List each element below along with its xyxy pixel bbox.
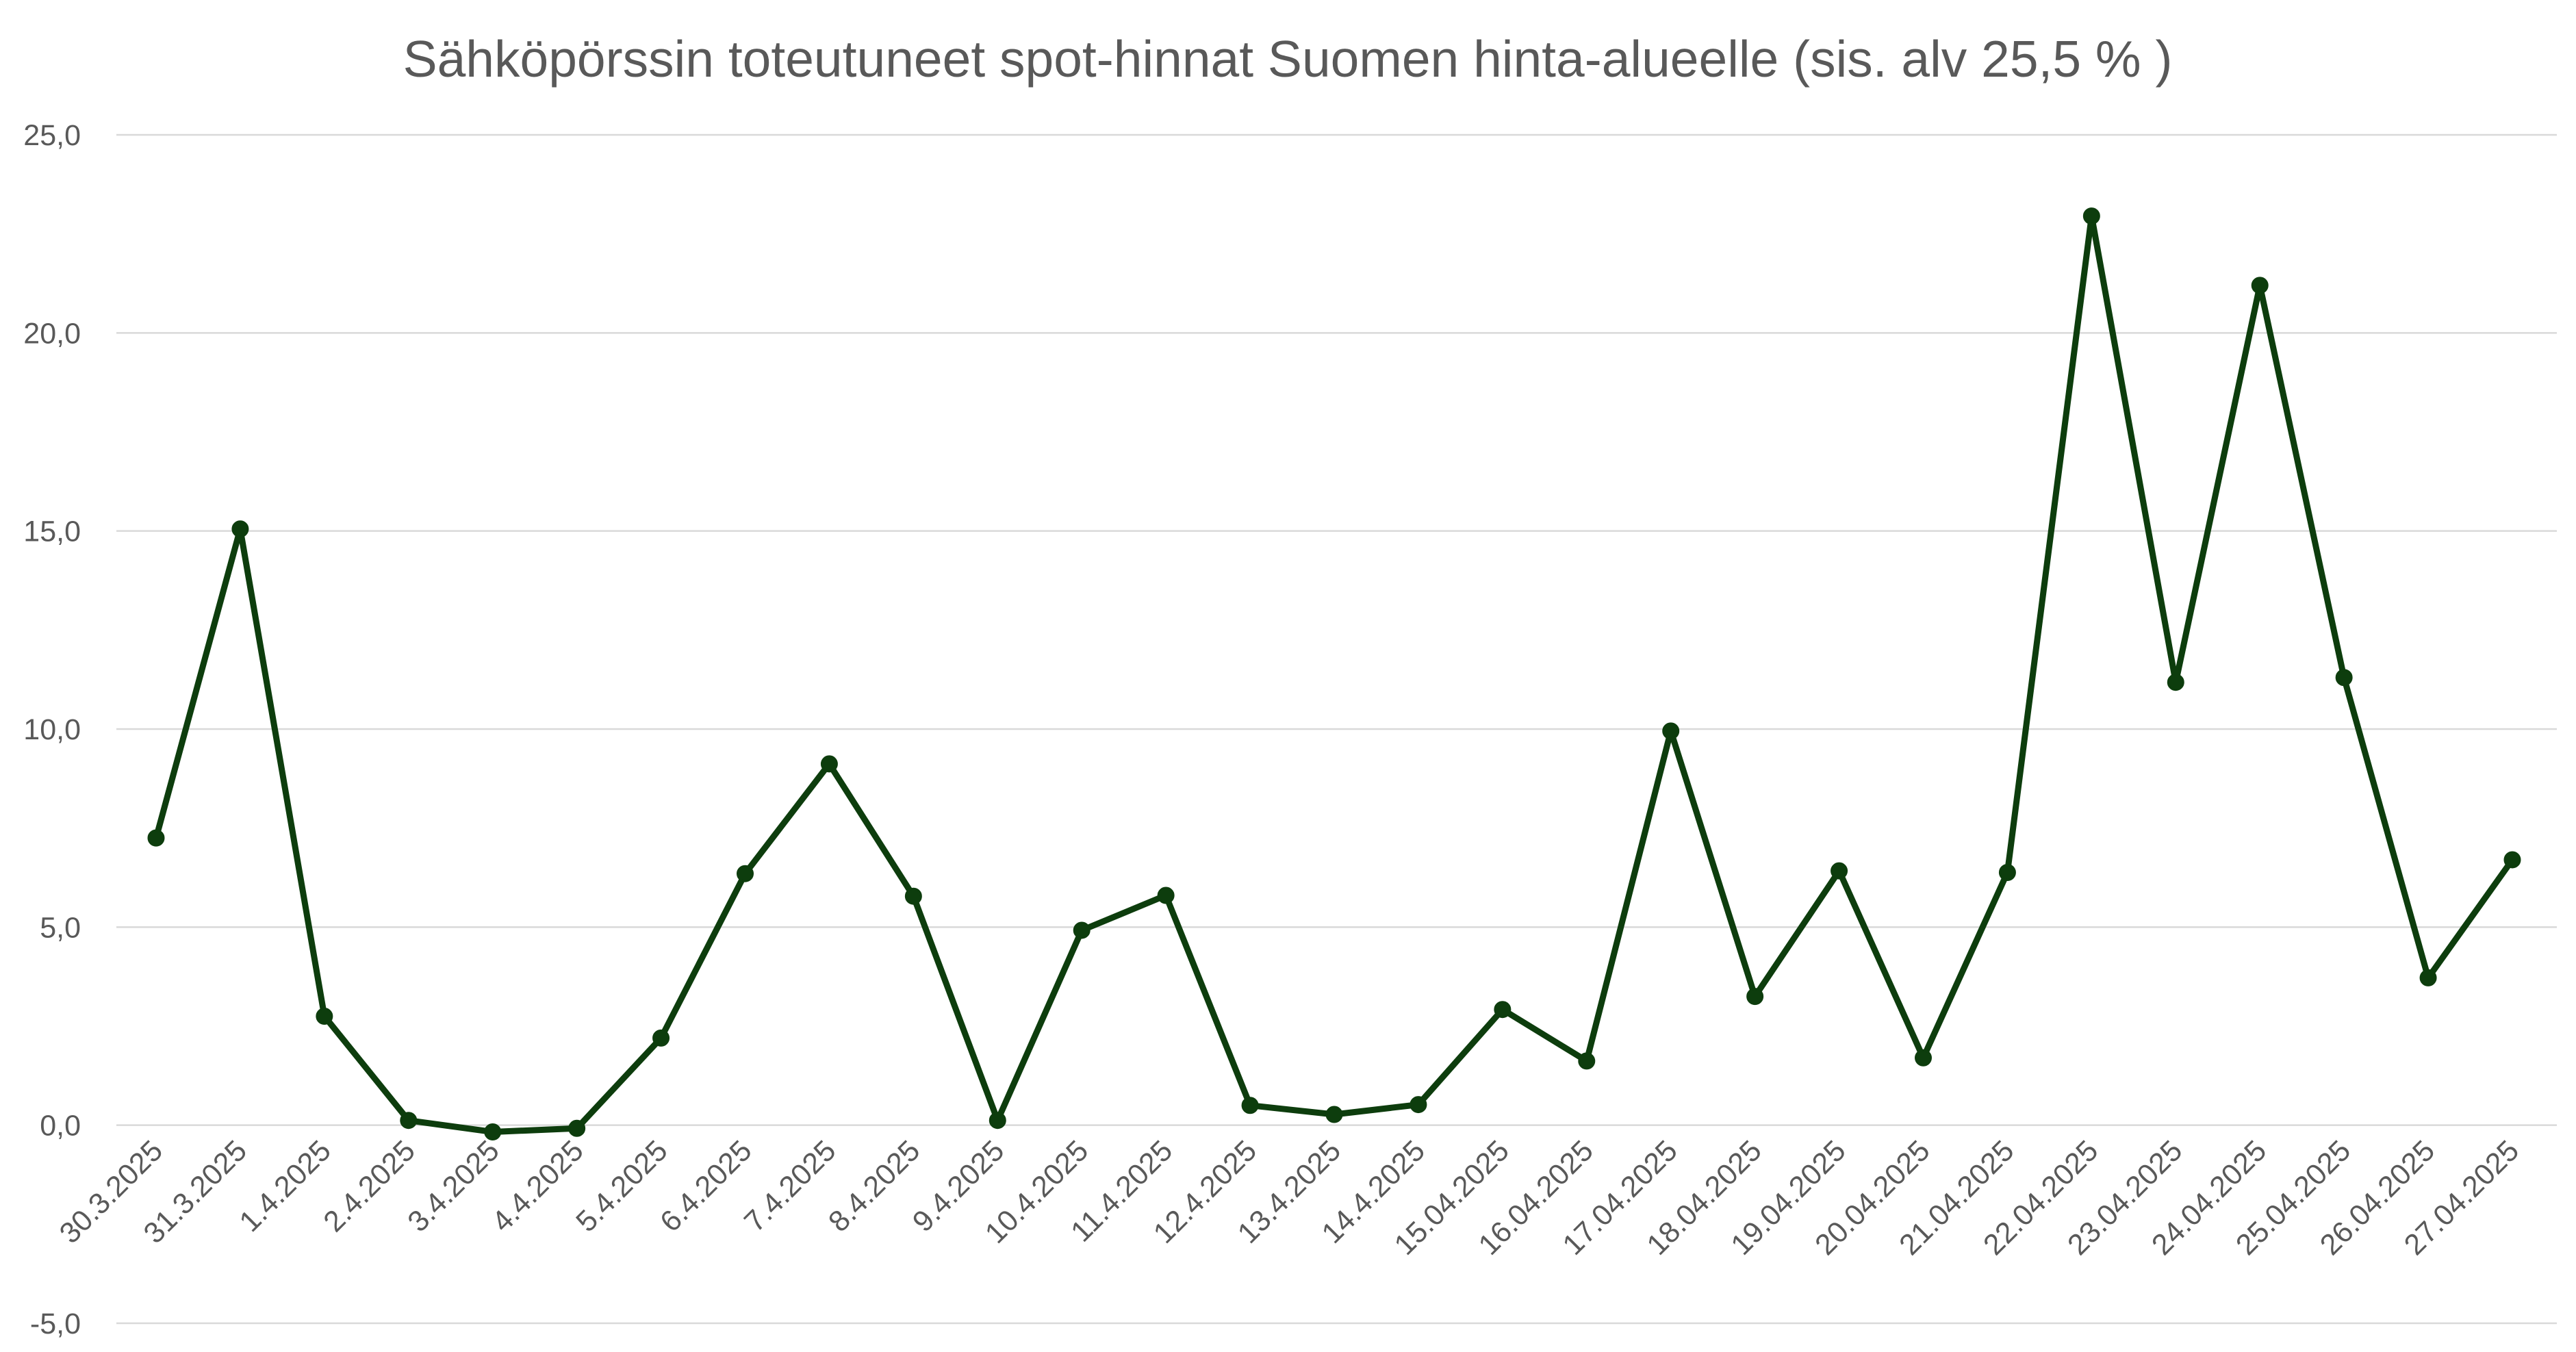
data-point	[1241, 1097, 1259, 1114]
data-point	[1494, 1001, 1512, 1019]
x-axis-tick-labels: 30.3.202531.3.20251.4.20252.4.20253.4.20…	[53, 1134, 2525, 1262]
chart-title: Sähköpörssin toteutuneet spot-hinnat Suo…	[403, 30, 2173, 88]
data-point	[568, 1119, 586, 1137]
data-points	[147, 207, 2521, 1141]
data-point	[1410, 1096, 1427, 1114]
x-tick-label: 2.4.2025	[318, 1134, 422, 1238]
data-point	[2167, 674, 2184, 691]
x-tick-label: 4.4.2025	[485, 1134, 589, 1238]
series-line	[153, 213, 2516, 1135]
x-tick-label: 3.4.2025	[401, 1134, 505, 1238]
y-tick-label: 20,0	[23, 317, 81, 350]
y-tick-label: 5,0	[40, 911, 81, 944]
data-point	[1578, 1052, 1596, 1070]
data-point	[1325, 1106, 1343, 1123]
data-point	[484, 1123, 502, 1141]
data-point	[1915, 1049, 1932, 1067]
data-point	[820, 755, 838, 773]
x-tick-label: 5.4.2025	[570, 1134, 674, 1238]
data-point	[1073, 921, 1091, 939]
data-point	[1157, 887, 1175, 904]
x-tick-label: 6.4.2025	[654, 1134, 758, 1238]
y-tick-label: 10,0	[23, 713, 81, 746]
data-point	[316, 1008, 333, 1025]
data-point	[1746, 988, 1764, 1006]
data-point	[400, 1112, 418, 1130]
x-tick-label: 8.4.2025	[822, 1134, 926, 1238]
y-tick-label: 0,0	[40, 1110, 81, 1143]
data-point	[904, 887, 922, 905]
data-point	[1662, 722, 1680, 740]
y-tick-label: -5,0	[30, 1308, 81, 1340]
data-point	[2082, 207, 2100, 225]
data-point	[1831, 862, 1848, 880]
data-point	[652, 1029, 670, 1047]
data-point	[2503, 851, 2521, 869]
y-tick-label: 15,0	[23, 515, 81, 548]
data-point	[1998, 863, 2016, 881]
data-point	[231, 520, 249, 538]
data-point	[737, 865, 754, 882]
data-point	[147, 829, 165, 847]
y-tick-label: 25,0	[23, 119, 81, 152]
data-point	[2419, 969, 2437, 986]
x-tick-label: 7.4.2025	[738, 1134, 842, 1238]
gridlines	[116, 133, 2557, 1325]
data-point	[989, 1112, 1006, 1130]
data-point	[2251, 277, 2269, 294]
y-axis-tick-labels: -5,0 0,0 5,0 10,0 15,0 20,0 25,0	[23, 119, 81, 1340]
x-tick-label: 1.4.2025	[233, 1134, 337, 1238]
data-point	[2335, 669, 2353, 687]
